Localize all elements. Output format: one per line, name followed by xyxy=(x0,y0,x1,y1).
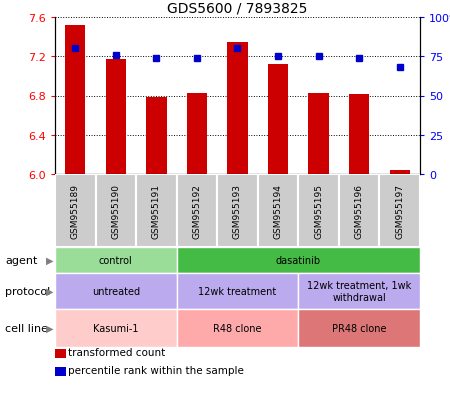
Text: GSM955192: GSM955192 xyxy=(193,184,202,238)
Bar xyxy=(55,175,95,247)
Bar xyxy=(187,93,207,175)
Text: GSM955191: GSM955191 xyxy=(152,183,161,238)
Text: ▶: ▶ xyxy=(46,323,54,333)
Bar xyxy=(379,175,420,247)
Text: PR48 clone: PR48 clone xyxy=(332,323,387,333)
Text: dasatinib: dasatinib xyxy=(276,255,321,266)
Bar xyxy=(136,175,177,247)
Text: ▶: ▶ xyxy=(46,286,54,296)
Text: ▶: ▶ xyxy=(46,255,54,266)
Bar xyxy=(298,175,339,247)
Bar xyxy=(258,175,298,247)
Text: GSM955189: GSM955189 xyxy=(71,183,80,238)
Text: GSM955197: GSM955197 xyxy=(395,183,404,238)
Bar xyxy=(390,171,410,175)
Text: untreated: untreated xyxy=(92,286,140,296)
Text: GSM955193: GSM955193 xyxy=(233,183,242,238)
Text: transformed count: transformed count xyxy=(68,347,166,358)
Text: GSM955195: GSM955195 xyxy=(314,183,323,238)
Bar xyxy=(227,43,248,175)
Text: cell line: cell line xyxy=(5,323,48,333)
Text: agent: agent xyxy=(5,255,37,266)
Text: 12wk treatment: 12wk treatment xyxy=(198,286,277,296)
Text: protocol: protocol xyxy=(5,286,50,296)
Bar xyxy=(146,98,166,175)
Text: R48 clone: R48 clone xyxy=(213,323,262,333)
Bar xyxy=(217,175,258,247)
Bar xyxy=(95,175,136,247)
Bar xyxy=(177,175,217,247)
Bar xyxy=(65,26,86,175)
Text: 12wk treatment, 1wk
withdrawal: 12wk treatment, 1wk withdrawal xyxy=(307,280,411,302)
Text: percentile rank within the sample: percentile rank within the sample xyxy=(68,366,244,375)
Bar xyxy=(349,94,369,175)
Bar xyxy=(308,93,329,175)
Text: GSM955190: GSM955190 xyxy=(111,183,120,238)
Text: GSM955194: GSM955194 xyxy=(274,184,283,238)
Title: GDS5600 / 7893825: GDS5600 / 7893825 xyxy=(167,1,308,15)
Bar xyxy=(106,60,126,175)
Text: control: control xyxy=(99,255,133,266)
Text: GSM955196: GSM955196 xyxy=(355,183,364,238)
Text: Kasumi-1: Kasumi-1 xyxy=(93,323,139,333)
Bar xyxy=(339,175,379,247)
Bar xyxy=(268,65,288,175)
